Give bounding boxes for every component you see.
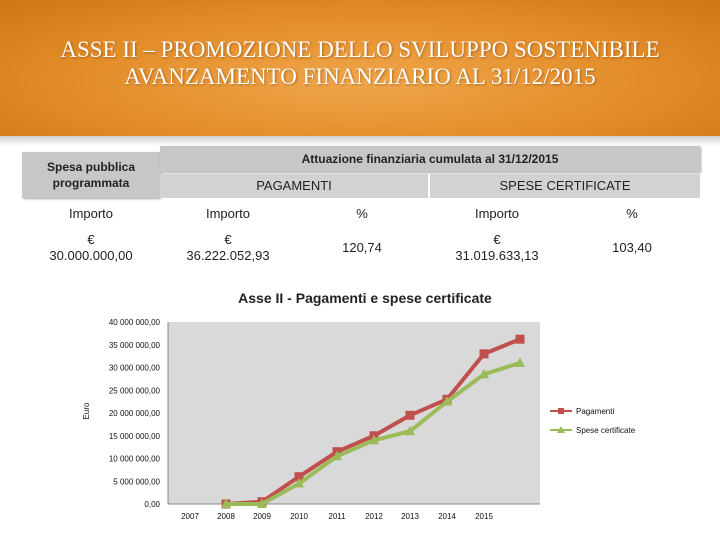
y-tick-label: 15 000 000,00 [109, 432, 161, 441]
x-tick-label: 2007 [181, 512, 199, 521]
financial-table: Spesa pubblica programmata Attuazione fi… [0, 146, 720, 276]
currency-symbol: € [493, 232, 501, 247]
title-divider [0, 136, 720, 146]
data-point [221, 498, 231, 508]
data-point [257, 498, 267, 508]
x-tick-label: 2015 [475, 512, 493, 521]
value-pagamenti: 36.222.052,93 [186, 248, 270, 263]
slide-title: ASSE II – PROMOZIONE DELLO SVILUPPO SOST… [0, 36, 720, 90]
value-spese: 31.019.633,13 [455, 248, 539, 263]
title-line-1: ASSE II – PROMOZIONE DELLO SVILUPPO SOST… [60, 37, 660, 62]
data-point [442, 396, 452, 406]
title-line-2: AVANZAMENTO FINANZIARIO AL 31/12/2015 [124, 64, 596, 89]
value-spese-cell: € 31.019.633,13 [430, 228, 564, 268]
y-tick-label: 0,00 [144, 500, 160, 509]
data-point [405, 410, 415, 420]
x-tick-label: 2014 [438, 512, 456, 521]
x-tick-label: 2008 [217, 512, 235, 521]
data-point [405, 425, 415, 436]
y-tick-label: 10 000 000,00 [109, 455, 161, 464]
y-tick-label: 30 000 000,00 [109, 364, 161, 373]
x-tick-label: 2009 [253, 512, 271, 521]
col-importo-spese: Importo [430, 202, 564, 226]
legend-marker [558, 408, 564, 414]
spesa-programmata-header: Spesa pubblica programmata [22, 152, 160, 198]
currency-symbol: € [87, 232, 95, 247]
y-tick-label: 40 000 000,00 [109, 318, 161, 327]
value-programmata-cell: € 30.000.000,00 [22, 228, 160, 268]
x-tick-label: 2013 [401, 512, 419, 521]
y-tick-label: 35 000 000,00 [109, 341, 161, 350]
chart-title: Asse II - Pagamenti e spese certificate [238, 290, 492, 306]
y-ticks: 0,00 5 000 000,00 10 000 000,00 15 000 000,… [109, 318, 161, 509]
value-programmata: 30.000.000,00 [49, 248, 133, 263]
value-pagamenti-cell: € 36.222.052,93 [160, 228, 296, 268]
y-tick-label: 5 000 000,00 [113, 477, 160, 486]
col-pct-pagamenti: % [296, 202, 428, 226]
legend: Pagamenti Spese certificate [550, 407, 636, 435]
col-pct-spese: % [564, 202, 700, 226]
data-point [479, 349, 489, 359]
title-band: ASSE II – PROMOZIONE DELLO SVILUPPO SOST… [0, 0, 720, 136]
data-point [332, 450, 342, 461]
legend-marker [557, 426, 565, 433]
series-group [221, 334, 525, 509]
y-axis-label: Euro [82, 402, 91, 419]
data-point [369, 434, 379, 445]
x-tick-label: 2011 [328, 512, 346, 521]
plot-area [168, 322, 540, 504]
y-tick-label: 20 000 000,00 [109, 409, 161, 418]
pagamenti-header: PAGAMENTI [160, 174, 428, 198]
legend-label: Spese certificate [576, 426, 636, 435]
col-importo-pagamenti: Importo [160, 202, 296, 226]
spese-certificate-header: SPESE CERTIFICATE [430, 174, 700, 198]
legend-label: Pagamenti [576, 407, 614, 416]
value-pct-pagamenti: 120,74 [296, 228, 428, 268]
data-point [294, 472, 304, 482]
data-point [515, 334, 525, 344]
currency-symbol: € [224, 232, 232, 247]
x-tick-label: 2012 [365, 512, 383, 521]
data-point [515, 357, 525, 367]
x-ticks: 2007 2008 2009 2010 2011 2012 2013 2014 2015 [181, 512, 493, 521]
x-tick-label: 2010 [290, 512, 308, 521]
y-tick-label: 25 000 000,00 [109, 386, 161, 395]
data-point [479, 368, 489, 379]
value-pct-spese: 103,40 [564, 228, 700, 268]
col-importo-programmata: Importo [22, 202, 160, 226]
attuazione-header: Attuazione finanziaria cumulata al 31/12… [160, 146, 700, 172]
data-point [294, 478, 304, 488]
